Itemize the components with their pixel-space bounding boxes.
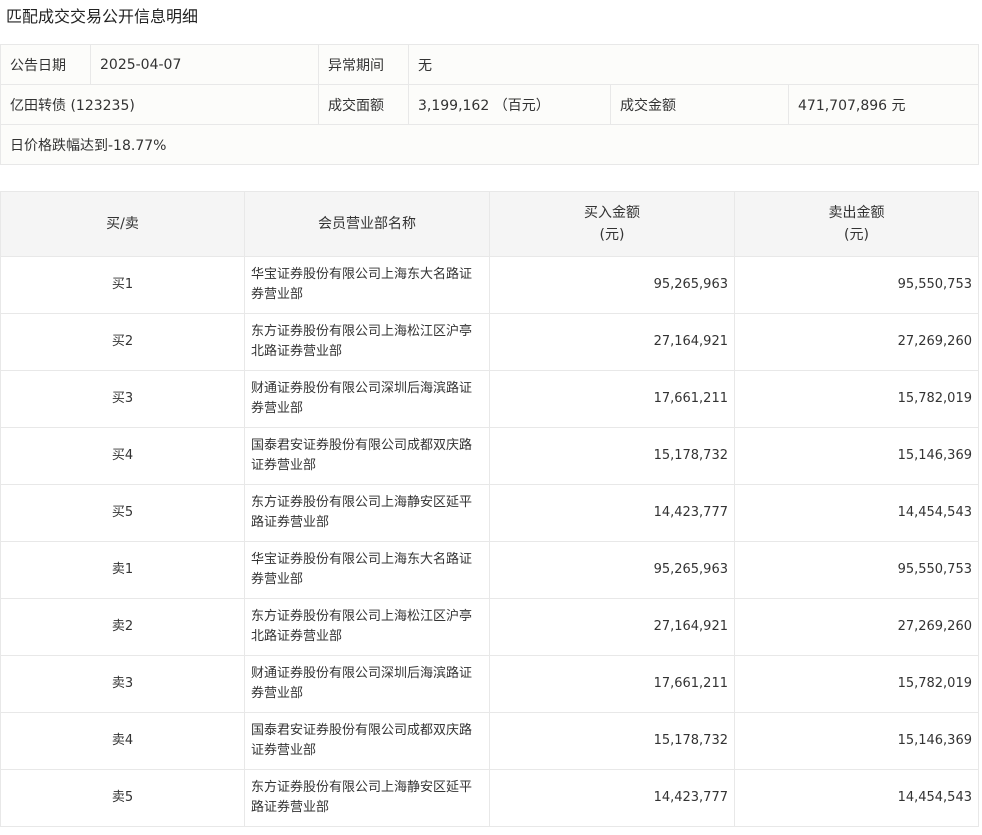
sell-amount-cell: 15,782,019 <box>734 655 979 713</box>
side-cell: 买2 <box>0 313 245 371</box>
table-row: 卖4 国泰君安证券股份有限公司成都双庆路证券营业部 15,178,732 15,146… <box>0 712 979 770</box>
side-header: 买/卖 <box>0 191 245 257</box>
sell-amount-cell: 15,782,019 <box>734 370 979 428</box>
buy-amount-cell: 15,178,732 <box>489 712 735 770</box>
buy-amount-cell: 17,661,211 <box>489 655 735 713</box>
member-name-cell: 国泰君安证券股份有限公司成都双庆路证券营业部 <box>244 427 490 485</box>
sell-amount-cell: 14,454,543 <box>734 769 979 827</box>
buy-amount-cell: 27,164,921 <box>489 313 735 371</box>
sell-amount-cell: 15,146,369 <box>734 427 979 485</box>
member-name-cell: 财通证券股份有限公司深圳后海滨路证券营业部 <box>244 655 490 713</box>
table-row: 买3 财通证券股份有限公司深圳后海滨路证券营业部 17,661,211 15,782,… <box>0 370 979 428</box>
sell-amount-cell: 15,146,369 <box>734 712 979 770</box>
sell-amount-header: 卖出金额 (元) <box>734 191 979 257</box>
buy-amount-cell: 27,164,921 <box>489 598 735 656</box>
abnormal-value: 无 <box>408 44 979 85</box>
side-cell: 卖3 <box>0 655 245 713</box>
member-name-cell: 东方证券股份有限公司上海静安区延平路证券营业部 <box>244 484 490 542</box>
member-header: 会员营业部名称 <box>244 191 490 257</box>
buy-amount-cell: 14,423,777 <box>489 484 735 542</box>
amount-value: 471,707,896 元 <box>788 84 979 125</box>
buy-amount-cell: 95,265,963 <box>489 541 735 599</box>
member-name-cell: 华宝证券股份有限公司上海东大名路证券营业部 <box>244 256 490 314</box>
sell-amount-cell: 27,269,260 <box>734 313 979 371</box>
sell-amount-cell: 14,454,543 <box>734 484 979 542</box>
buy-amount-cell: 17,661,211 <box>489 370 735 428</box>
abnormal-label: 异常期间 <box>318 44 409 85</box>
date-label: 公告日期 <box>0 44 91 85</box>
bond-name: 亿田转债 (123235) <box>0 84 319 125</box>
side-cell: 买5 <box>0 484 245 542</box>
face-value: 3,199,162 （百元） <box>408 84 611 125</box>
table-row: 卖3 财通证券股份有限公司深圳后海滨路证券营业部 17,661,211 15,782,… <box>0 655 979 713</box>
trades-table: 买/卖 会员营业部名称 买入金额 (元) 卖出金额 (元) 买1 华宝证券股份有限公司上… <box>0 191 979 827</box>
side-cell: 卖2 <box>0 598 245 656</box>
table-row: 买2 东方证券股份有限公司上海松江区沪亭北路证券营业部 27,164,921 27,2… <box>0 313 979 371</box>
side-cell: 买4 <box>0 427 245 485</box>
side-cell: 卖4 <box>0 712 245 770</box>
buy-amount-cell: 14,423,777 <box>489 769 735 827</box>
table-row: 买1 华宝证券股份有限公司上海东大名路证券营业部 95,265,963 95,550,… <box>0 256 979 314</box>
face-label: 成交面额 <box>318 84 409 125</box>
member-name-cell: 国泰君安证券股份有限公司成都双庆路证券营业部 <box>244 712 490 770</box>
table-row: 卖1 华宝证券股份有限公司上海东大名路证券营业部 95,265,963 95,550,… <box>0 541 979 599</box>
info-table: 公告日期 2025-04-07 异常期间 无 亿田转债 (123235) 成交面… <box>0 44 979 165</box>
sell-amount-cell: 95,550,753 <box>734 256 979 314</box>
member-name-cell: 东方证券股份有限公司上海松江区沪亭北路证券营业部 <box>244 598 490 656</box>
member-name-cell: 东方证券股份有限公司上海松江区沪亭北路证券营业部 <box>244 313 490 371</box>
table-row: 买5 东方证券股份有限公司上海静安区延平路证券营业部 14,423,777 14,45… <box>0 484 979 542</box>
table-row: 卖5 东方证券股份有限公司上海静安区延平路证券营业部 14,423,777 14,45… <box>0 769 979 827</box>
table-row: 卖2 东方证券股份有限公司上海松江区沪亭北路证券营业部 27,164,921 27,2… <box>0 598 979 656</box>
buy-amount-header: 买入金额 (元) <box>489 191 735 257</box>
table-row: 买4 国泰君安证券股份有限公司成都双庆路证券营业部 15,178,732 15,146… <box>0 427 979 485</box>
member-name-cell: 华宝证券股份有限公司上海东大名路证券营业部 <box>244 541 490 599</box>
amount-label: 成交金额 <box>610 84 789 125</box>
sell-amount-cell: 27,269,260 <box>734 598 979 656</box>
side-cell: 卖1 <box>0 541 245 599</box>
member-name-cell: 东方证券股份有限公司上海静安区延平路证券营业部 <box>244 769 490 827</box>
buy-amount-cell: 15,178,732 <box>489 427 735 485</box>
side-cell: 卖5 <box>0 769 245 827</box>
member-name-cell: 财通证券股份有限公司深圳后海滨路证券营业部 <box>244 370 490 428</box>
page-title: 匹配成交交易公开信息明细 <box>6 7 199 26</box>
side-cell: 买1 <box>0 256 245 314</box>
buy-amount-cell: 95,265,963 <box>489 256 735 314</box>
price-note: 日价格跌幅达到-18.77% <box>0 124 979 165</box>
sell-amount-cell: 95,550,753 <box>734 541 979 599</box>
date-value: 2025-04-07 <box>90 44 319 85</box>
side-cell: 买3 <box>0 370 245 428</box>
